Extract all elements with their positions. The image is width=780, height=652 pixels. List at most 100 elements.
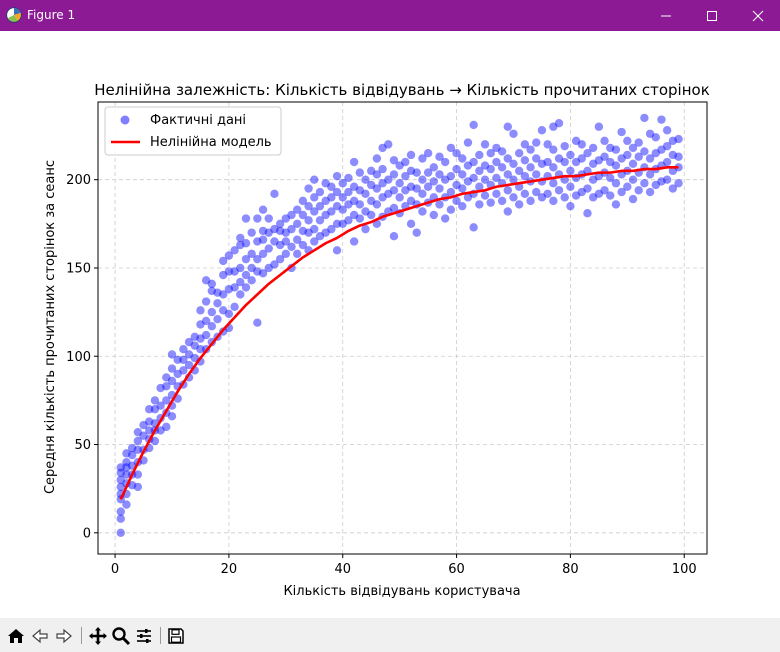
data-point (355, 186, 365, 195)
data-point (412, 228, 421, 237)
data-point (469, 157, 478, 167)
data-point (577, 140, 586, 149)
data-point (133, 427, 143, 437)
data-point (127, 480, 137, 490)
data-point (167, 376, 177, 386)
data-point (634, 152, 643, 161)
data-point (247, 249, 256, 259)
data-point (270, 224, 279, 234)
data-point (298, 210, 308, 220)
data-point (549, 145, 558, 154)
data-point (651, 133, 660, 142)
data-point (514, 149, 524, 158)
data-point (571, 136, 581, 146)
data-point (600, 186, 609, 195)
axis-ticks: 0 20 40 60 80 100 0 50 100 150 200 (66, 173, 696, 577)
data-point (463, 177, 473, 186)
data-point (520, 156, 530, 165)
data-point (327, 193, 336, 202)
data-point (275, 226, 285, 236)
data-point (588, 143, 598, 153)
data-point (287, 242, 296, 251)
data-point (236, 263, 245, 273)
data-point (156, 426, 165, 435)
pan-button[interactable] (88, 626, 108, 646)
x-tick-label: 40 (334, 562, 351, 577)
data-point (236, 240, 245, 250)
data-point (133, 482, 143, 492)
data-point (566, 201, 575, 211)
data-point (372, 170, 382, 179)
data-point (480, 175, 490, 184)
data-point (349, 210, 359, 220)
data-point (395, 193, 404, 202)
data-point (378, 164, 387, 174)
data-point (366, 180, 376, 190)
data-point (509, 175, 518, 184)
data-point (492, 173, 501, 183)
data-point (674, 134, 683, 144)
data-point (327, 182, 336, 191)
data-point (116, 482, 125, 492)
data-point (287, 210, 296, 220)
toolbar-separator (81, 627, 82, 644)
data-point (184, 337, 194, 347)
data-point (526, 163, 535, 172)
data-point (651, 180, 660, 190)
legend-marker-scatter (120, 115, 130, 125)
data-point (384, 189, 393, 199)
data-point (213, 288, 222, 297)
data-point (600, 136, 609, 146)
data-point (253, 267, 262, 276)
data-point (645, 170, 655, 179)
data-point (446, 171, 456, 181)
home-button[interactable] (6, 626, 26, 646)
data-point (122, 449, 131, 458)
data-point (264, 244, 273, 253)
data-point (526, 145, 535, 154)
data-point (213, 299, 222, 308)
data-point (270, 237, 279, 246)
data-point (236, 233, 245, 243)
zoom-button[interactable] (111, 626, 131, 646)
forward-button[interactable] (54, 626, 74, 646)
data-point (401, 171, 410, 181)
save-button[interactable] (166, 626, 186, 646)
data-point (270, 260, 279, 269)
data-point (623, 182, 632, 191)
minimize-button[interactable] (643, 0, 689, 31)
data-point (338, 205, 347, 214)
chart-title: Нелінійна залежність: Кількість відвідув… (94, 81, 710, 99)
data-point (241, 254, 251, 264)
back-button[interactable] (30, 626, 50, 646)
configure-subplots-button[interactable] (134, 626, 154, 646)
data-point (423, 168, 433, 177)
y-tick-label: 100 (66, 350, 91, 365)
data-point (503, 122, 512, 131)
data-point (452, 196, 461, 206)
data-point (224, 251, 234, 260)
x-tick-label: 100 (672, 562, 697, 577)
data-point (241, 214, 251, 223)
y-tick-label: 150 (66, 261, 91, 276)
data-point (258, 249, 268, 259)
axes-frame (97, 101, 708, 555)
x-tick-label: 0 (111, 562, 119, 577)
close-button[interactable] (735, 0, 780, 31)
data-point (514, 200, 524, 209)
data-point (122, 457, 131, 467)
data-point (395, 179, 404, 188)
scatter-chart: 0 20 40 60 80 100 0 50 100 150 200 Нелінійна залеж… (43, 81, 710, 599)
data-point (338, 193, 347, 202)
data-point (241, 283, 251, 292)
data-point (201, 330, 211, 340)
data-point (406, 166, 416, 176)
data-point (446, 205, 456, 214)
data-point (344, 173, 353, 183)
data-point (458, 201, 467, 211)
x-tick-label: 80 (562, 562, 579, 577)
data-point (520, 189, 530, 199)
data-point (446, 143, 456, 153)
data-point (475, 166, 484, 176)
maximize-button[interactable] (689, 0, 735, 31)
